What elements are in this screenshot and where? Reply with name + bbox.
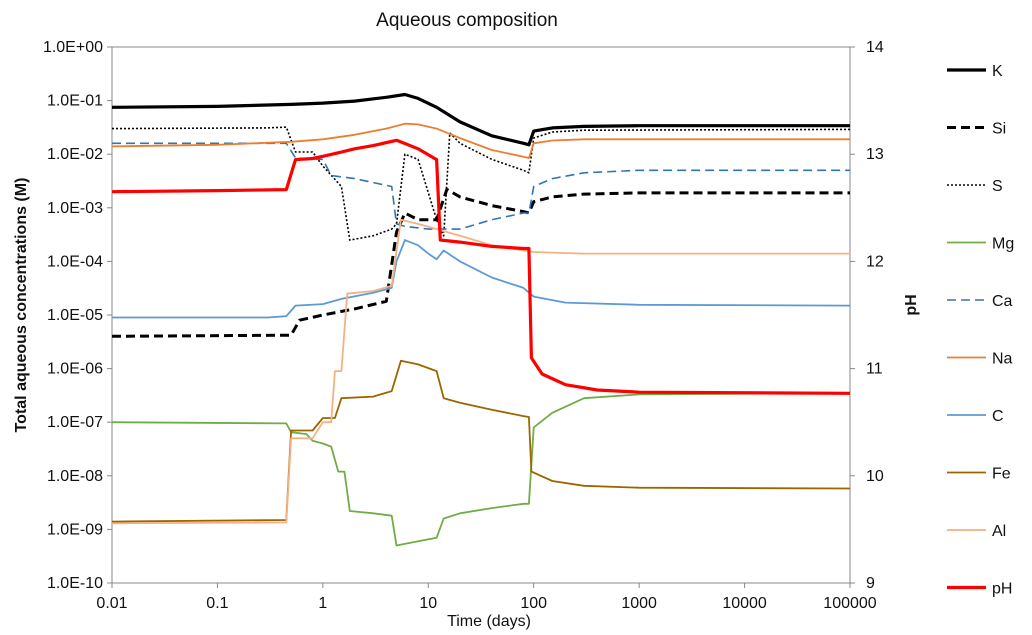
legend-label-si: Si bbox=[992, 121, 1006, 138]
y2-tick-label: 11 bbox=[866, 361, 883, 378]
legend-label-c: C bbox=[992, 408, 1004, 425]
y-tick-label: 1.0E-10 bbox=[47, 575, 103, 592]
y2-tick-label: 9 bbox=[866, 575, 875, 592]
legend-label-ph: pH bbox=[992, 581, 1012, 598]
x-tick-label: 10 bbox=[419, 595, 437, 612]
plot-area bbox=[111, 46, 851, 584]
x-tick-label: 100000 bbox=[823, 595, 876, 612]
series-line-mg bbox=[111, 392, 851, 547]
x-axis: 0.01 0.1 1 10 100 1000 10000 100000 bbox=[96, 583, 877, 612]
y2-axis-label: pH bbox=[903, 294, 920, 315]
y-tick-label: 1.0E-09 bbox=[47, 521, 103, 538]
series-line-s bbox=[111, 126, 851, 241]
series-line-c bbox=[112, 239, 851, 319]
series-line-si bbox=[111, 187, 850, 338]
legend-label-na: Na bbox=[992, 351, 1013, 368]
plot-frame bbox=[111, 46, 851, 584]
y-tick-label: 1.0E-08 bbox=[47, 468, 103, 485]
x-tick-label: 1 bbox=[318, 595, 327, 612]
x-tick-label: 1000 bbox=[621, 595, 657, 612]
series-line-na bbox=[111, 122, 850, 159]
legend-label-k: K bbox=[992, 63, 1003, 80]
y2-tick-label: 13 bbox=[866, 146, 884, 163]
y2-tick-label: 10 bbox=[866, 468, 884, 485]
y-axis-left: 1.0E-10 1.0E-09 1.0E-08 1.0E-07 1.0E-06 1.0E-… bbox=[43, 39, 112, 592]
y-tick-label: 1.0E-02 bbox=[47, 146, 103, 163]
y-tick-label: 1.0E-03 bbox=[47, 200, 103, 217]
legend-label-mg: Mg bbox=[992, 236, 1014, 253]
x-tick-label: 10000 bbox=[722, 595, 767, 612]
series-line-ca bbox=[112, 142, 850, 230]
y2-tick-label: 12 bbox=[866, 253, 884, 270]
x-axis-label: Time (days) bbox=[447, 613, 531, 630]
y-tick-label: 1.0E+00 bbox=[43, 39, 103, 56]
y-axis-label: Total aqueous concentrations (M) bbox=[13, 178, 30, 433]
x-tick-label: 0.1 bbox=[206, 595, 228, 612]
chart-title: Aqueous composition bbox=[376, 10, 558, 31]
series-lines bbox=[111, 92, 851, 547]
series-line-fe bbox=[111, 359, 851, 523]
series-line-al bbox=[111, 218, 850, 525]
y2-tick-label: 14 bbox=[866, 39, 884, 56]
legend-label-al: Al bbox=[992, 523, 1006, 540]
legend-label-fe: Fe bbox=[992, 466, 1011, 483]
series-line-ph bbox=[111, 138, 851, 395]
x-tick-label: 0.01 bbox=[96, 595, 127, 612]
legend: K Si S Mg Ca Na C Fe Al pH bbox=[947, 63, 1014, 598]
x-tick-label: 100 bbox=[520, 595, 547, 612]
series-line-k bbox=[111, 92, 850, 147]
legend-label-s: S bbox=[992, 178, 1003, 195]
y-tick-label: 1.0E-05 bbox=[47, 307, 103, 324]
y-tick-label: 1.0E-06 bbox=[47, 361, 103, 378]
y-tick-label: 1.0E-07 bbox=[47, 414, 103, 431]
y-tick-label: 1.0E-01 bbox=[47, 93, 103, 110]
y-axis-right: 9 10 11 12 13 14 bbox=[850, 39, 884, 592]
legend-label-ca: Ca bbox=[992, 293, 1013, 310]
y-tick-label: 1.0E-04 bbox=[47, 253, 103, 270]
